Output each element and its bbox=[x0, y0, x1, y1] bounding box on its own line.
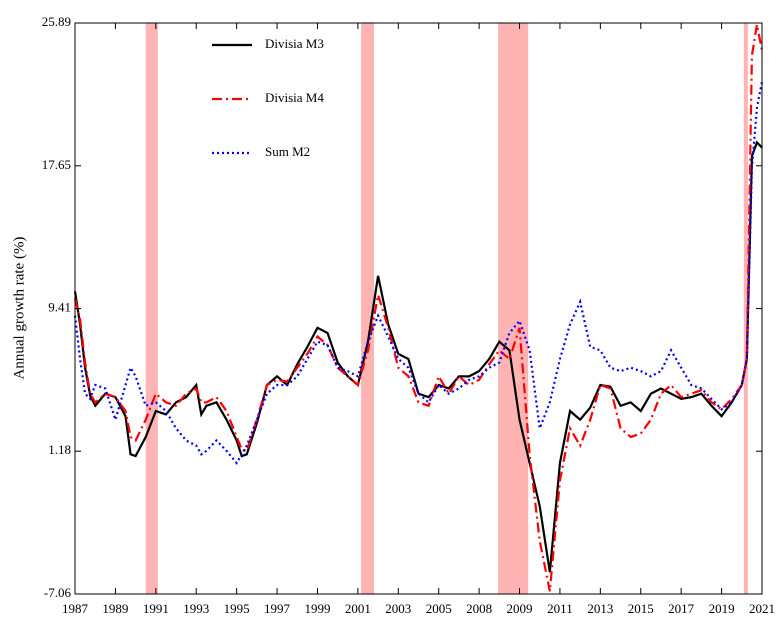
x-tick-label: 2015 bbox=[628, 601, 654, 616]
x-tick-label: 2005 bbox=[426, 601, 452, 616]
x-tick-label: 2009 bbox=[507, 601, 533, 616]
x-tick-label: 1987 bbox=[62, 601, 89, 616]
x-tick-label: 1993 bbox=[183, 601, 209, 616]
recession-band bbox=[145, 23, 158, 594]
plot-frame bbox=[74, 22, 763, 595]
y-axis-label: Annual growth rate (%) bbox=[11, 237, 27, 380]
series-line bbox=[73, 140, 763, 573]
x-tick-label: 1995 bbox=[224, 601, 250, 616]
recession-band bbox=[498, 23, 529, 594]
legend-label: Divisia M3 bbox=[265, 36, 324, 51]
x-tick-label: 1989 bbox=[102, 601, 128, 616]
y-tick-label: 25.89 bbox=[42, 14, 71, 29]
x-tick-label: 2008 bbox=[466, 601, 492, 616]
recession-band bbox=[743, 23, 748, 594]
legend-label: Sum M2 bbox=[265, 144, 310, 159]
x-tick-label: 2001 bbox=[345, 601, 371, 616]
x-tick-label: 2017 bbox=[668, 601, 695, 616]
y-tick-label: 17.65 bbox=[42, 157, 71, 172]
x-tick-label: 2003 bbox=[385, 601, 411, 616]
series-line bbox=[73, 81, 764, 465]
legend-label: Divisia M4 bbox=[265, 90, 324, 105]
y-tick-label: -7.06 bbox=[44, 585, 72, 600]
x-tick-label: 2021 bbox=[749, 601, 775, 616]
recession-band bbox=[361, 23, 375, 594]
y-tick-label: 1.18 bbox=[48, 442, 71, 457]
series-line bbox=[73, 24, 764, 592]
x-tick-label: 2019 bbox=[709, 601, 735, 616]
x-tick-label: 1999 bbox=[304, 601, 330, 616]
x-tick-label: 2011 bbox=[547, 601, 573, 616]
x-tick-label: 1997 bbox=[264, 601, 291, 616]
x-tick-label: 1991 bbox=[143, 601, 169, 616]
y-tick-label: 9.41 bbox=[48, 300, 71, 315]
x-tick-label: 2013 bbox=[587, 601, 613, 616]
